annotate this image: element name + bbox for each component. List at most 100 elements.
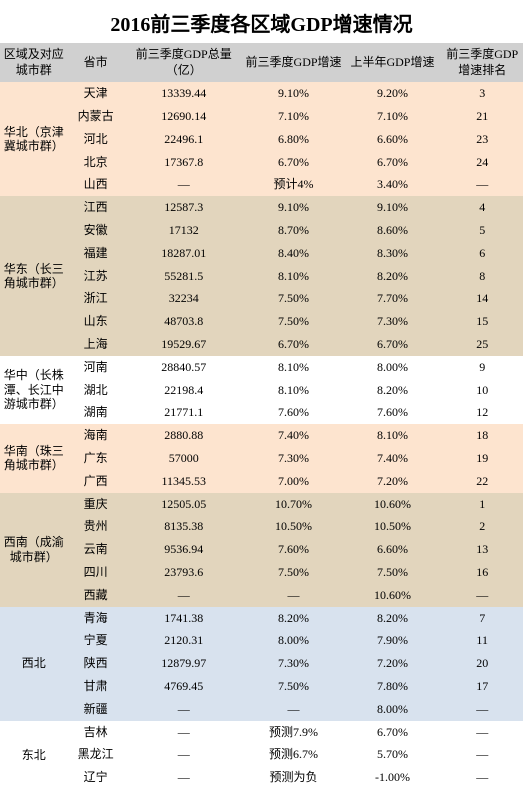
cell-q3rate: 7.00% — [244, 470, 344, 493]
cell-province: 安徽 — [67, 219, 124, 242]
cell-rank: 9 — [441, 356, 523, 379]
cell-rank: 19 — [441, 447, 523, 470]
cell-h1rate: 6.60% — [344, 128, 442, 151]
cell-province: 陕西 — [67, 652, 124, 675]
cell-h1rate: 5.70% — [344, 743, 442, 766]
cell-rank: 10 — [441, 379, 523, 402]
cell-h1rate: 3.40% — [344, 173, 442, 196]
cell-h1rate: 8.00% — [344, 356, 442, 379]
cell-rank: 1 — [441, 493, 523, 516]
cell-q3rate: 7.50% — [244, 310, 344, 333]
table-row: 华中（长株潭、长江中游城市群）河南28840.578.10%8.00%9 — [0, 356, 523, 379]
cell-province: 西藏 — [67, 584, 124, 607]
cell-q3rate: 8.10% — [244, 265, 344, 288]
cell-q3rate: 预测7.9% — [244, 721, 344, 744]
cell-h1rate: 8.20% — [344, 265, 442, 288]
cell-gdp: 12690.14 — [124, 105, 244, 128]
table-row: 云南9536.947.60%6.60%13 — [0, 538, 523, 561]
cell-gdp: 17367.8 — [124, 151, 244, 174]
cell-gdp: — — [124, 584, 244, 607]
table-row: 宁夏2120.318.00%7.90%11 — [0, 629, 523, 652]
region-cell: 西南（成渝城市群） — [0, 493, 67, 607]
region-cell: 西北 — [0, 607, 67, 721]
cell-rank: 20 — [441, 652, 523, 675]
cell-province: 上海 — [67, 333, 124, 356]
table-row: 上海19529.676.70%6.70%25 — [0, 333, 523, 356]
table-row: 山西—预计4%3.40%— — [0, 173, 523, 196]
cell-h1rate: 7.70% — [344, 287, 442, 310]
cell-province: 贵州 — [67, 515, 124, 538]
cell-province: 江苏 — [67, 265, 124, 288]
cell-province: 重庆 — [67, 493, 124, 516]
table-row: 辽宁—预测为负-1.00%— — [0, 766, 523, 789]
cell-gdp: — — [124, 173, 244, 196]
cell-province: 湖北 — [67, 379, 124, 402]
table-row: 华南（珠三角城市群）海南2880.887.40%8.10%18 — [0, 424, 523, 447]
cell-q3rate: 8.00% — [244, 629, 344, 652]
table-row: 华东（长三角城市群）江西12587.39.10%9.10%4 — [0, 196, 523, 219]
cell-rank: 16 — [441, 561, 523, 584]
cell-province: 江西 — [67, 196, 124, 219]
cell-province: 广东 — [67, 447, 124, 470]
cell-province: 广西 — [67, 470, 124, 493]
cell-h1rate: 7.60% — [344, 401, 442, 424]
cell-rank: 8 — [441, 265, 523, 288]
cell-q3rate: 8.10% — [244, 356, 344, 379]
cell-gdp: 32234 — [124, 287, 244, 310]
cell-province: 山西 — [67, 173, 124, 196]
cell-rank: — — [441, 698, 523, 721]
cell-q3rate: 7.30% — [244, 447, 344, 470]
cell-rank: 17 — [441, 675, 523, 698]
cell-rank: 18 — [441, 424, 523, 447]
cell-rank: — — [441, 173, 523, 196]
cell-h1rate: -1.00% — [344, 766, 442, 789]
cell-rank: — — [441, 766, 523, 789]
cell-rank: 24 — [441, 151, 523, 174]
cell-gdp: — — [124, 743, 244, 766]
cell-rank: 14 — [441, 287, 523, 310]
cell-gdp: 1741.38 — [124, 607, 244, 630]
cell-province: 新疆 — [67, 698, 124, 721]
cell-h1rate: 8.20% — [344, 607, 442, 630]
cell-province: 四川 — [67, 561, 124, 584]
cell-gdp: 21771.1 — [124, 401, 244, 424]
table-row: 广西11345.537.00%7.20%22 — [0, 470, 523, 493]
cell-h1rate: 6.70% — [344, 151, 442, 174]
cell-gdp: 11345.53 — [124, 470, 244, 493]
cell-gdp: 12879.97 — [124, 652, 244, 675]
cell-gdp: — — [124, 721, 244, 744]
table-row: 西北青海1741.388.20%8.20%7 — [0, 607, 523, 630]
cell-q3rate: 6.80% — [244, 128, 344, 151]
table-row: 陕西12879.977.30%7.20%20 — [0, 652, 523, 675]
table-row: 江苏55281.58.10%8.20%8 — [0, 265, 523, 288]
cell-h1rate: 8.30% — [344, 242, 442, 265]
cell-q3rate: — — [244, 584, 344, 607]
table-row: 西藏——10.60%— — [0, 584, 523, 607]
cell-rank: 21 — [441, 105, 523, 128]
cell-gdp: 9536.94 — [124, 538, 244, 561]
table-row: 黑龙江—预测6.7%5.70%— — [0, 743, 523, 766]
cell-province: 天津 — [67, 82, 124, 105]
cell-gdp: 57000 — [124, 447, 244, 470]
cell-q3rate: 10.70% — [244, 493, 344, 516]
cell-h1rate: 7.30% — [344, 310, 442, 333]
cell-province: 湖南 — [67, 401, 124, 424]
cell-province: 黑龙江 — [67, 743, 124, 766]
cell-rank: 4 — [441, 196, 523, 219]
cell-gdp: 2120.31 — [124, 629, 244, 652]
cell-h1rate: 6.70% — [344, 721, 442, 744]
table-header-row: 区域及对应城市群 省市 前三季度GDP总量（亿） 前三季度GDP增速 上半年GD… — [0, 43, 523, 82]
cell-gdp: 12505.05 — [124, 493, 244, 516]
col-header-gdp: 前三季度GDP总量（亿） — [124, 43, 244, 82]
cell-q3rate: 7.50% — [244, 561, 344, 584]
cell-h1rate: 7.20% — [344, 652, 442, 675]
col-header-province: 省市 — [67, 43, 124, 82]
table-row: 内蒙古12690.147.10%7.10%21 — [0, 105, 523, 128]
cell-q3rate: 6.70% — [244, 333, 344, 356]
cell-gdp: 28840.57 — [124, 356, 244, 379]
cell-q3rate: 10.50% — [244, 515, 344, 538]
cell-q3rate: 7.50% — [244, 287, 344, 310]
cell-rank: 15 — [441, 310, 523, 333]
table-row: 湖北22198.48.10%8.20%10 — [0, 379, 523, 402]
cell-province: 浙江 — [67, 287, 124, 310]
